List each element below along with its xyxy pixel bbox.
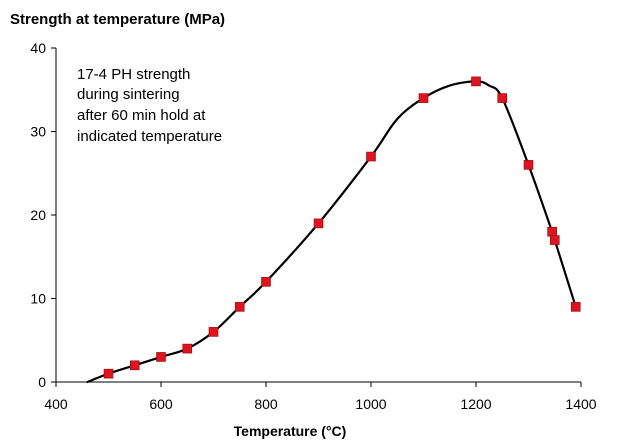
fit-curve [86, 80, 577, 384]
y-axis-title: Strength at temperature (MPa) [10, 11, 225, 28]
y-tick-label: 10 [30, 291, 46, 307]
x-tick-label: 1000 [355, 396, 386, 412]
data-point [418, 93, 429, 103]
data-point [156, 352, 166, 362]
x-tick-label: 800 [254, 396, 278, 412]
y-tick-label: 0 [38, 374, 46, 390]
y-tick-label: 40 [30, 40, 46, 56]
x-tick-label: 1400 [565, 396, 596, 412]
x-axis-title: Temperature (°C) [234, 423, 347, 439]
y-tick-label: 30 [30, 124, 46, 140]
data-point [549, 235, 560, 245]
x-ticks: 400 600 800 1000 1200 1400 [44, 382, 597, 412]
data-point [497, 93, 508, 103]
annotation-line-2: during sintering [77, 86, 180, 103]
annotation-line-4: indicated temperature [77, 128, 222, 145]
data-point [129, 360, 140, 371]
data-point [547, 226, 557, 237]
data-markers [103, 76, 581, 379]
y-ticks: 0 10 20 30 40 [30, 40, 56, 390]
data-point [261, 276, 271, 287]
annotation: 17-4 PH strength during sintering after … [77, 66, 222, 145]
data-point [570, 302, 581, 312]
data-point [523, 160, 534, 170]
x-tick-label: 600 [149, 396, 173, 412]
data-point [208, 327, 219, 337]
data-point [471, 76, 481, 87]
x-tick-label: 1200 [460, 396, 491, 412]
y-tick-label: 20 [30, 207, 46, 223]
data-point [182, 343, 193, 354]
data-point [313, 218, 324, 229]
x-tick-label: 400 [44, 396, 68, 412]
data-point [366, 151, 376, 162]
data-point [234, 302, 245, 312]
annotation-line-1: 17-4 PH strength [77, 66, 190, 83]
annotation-line-3: after 60 min hold at [77, 107, 206, 124]
data-point [103, 368, 114, 379]
